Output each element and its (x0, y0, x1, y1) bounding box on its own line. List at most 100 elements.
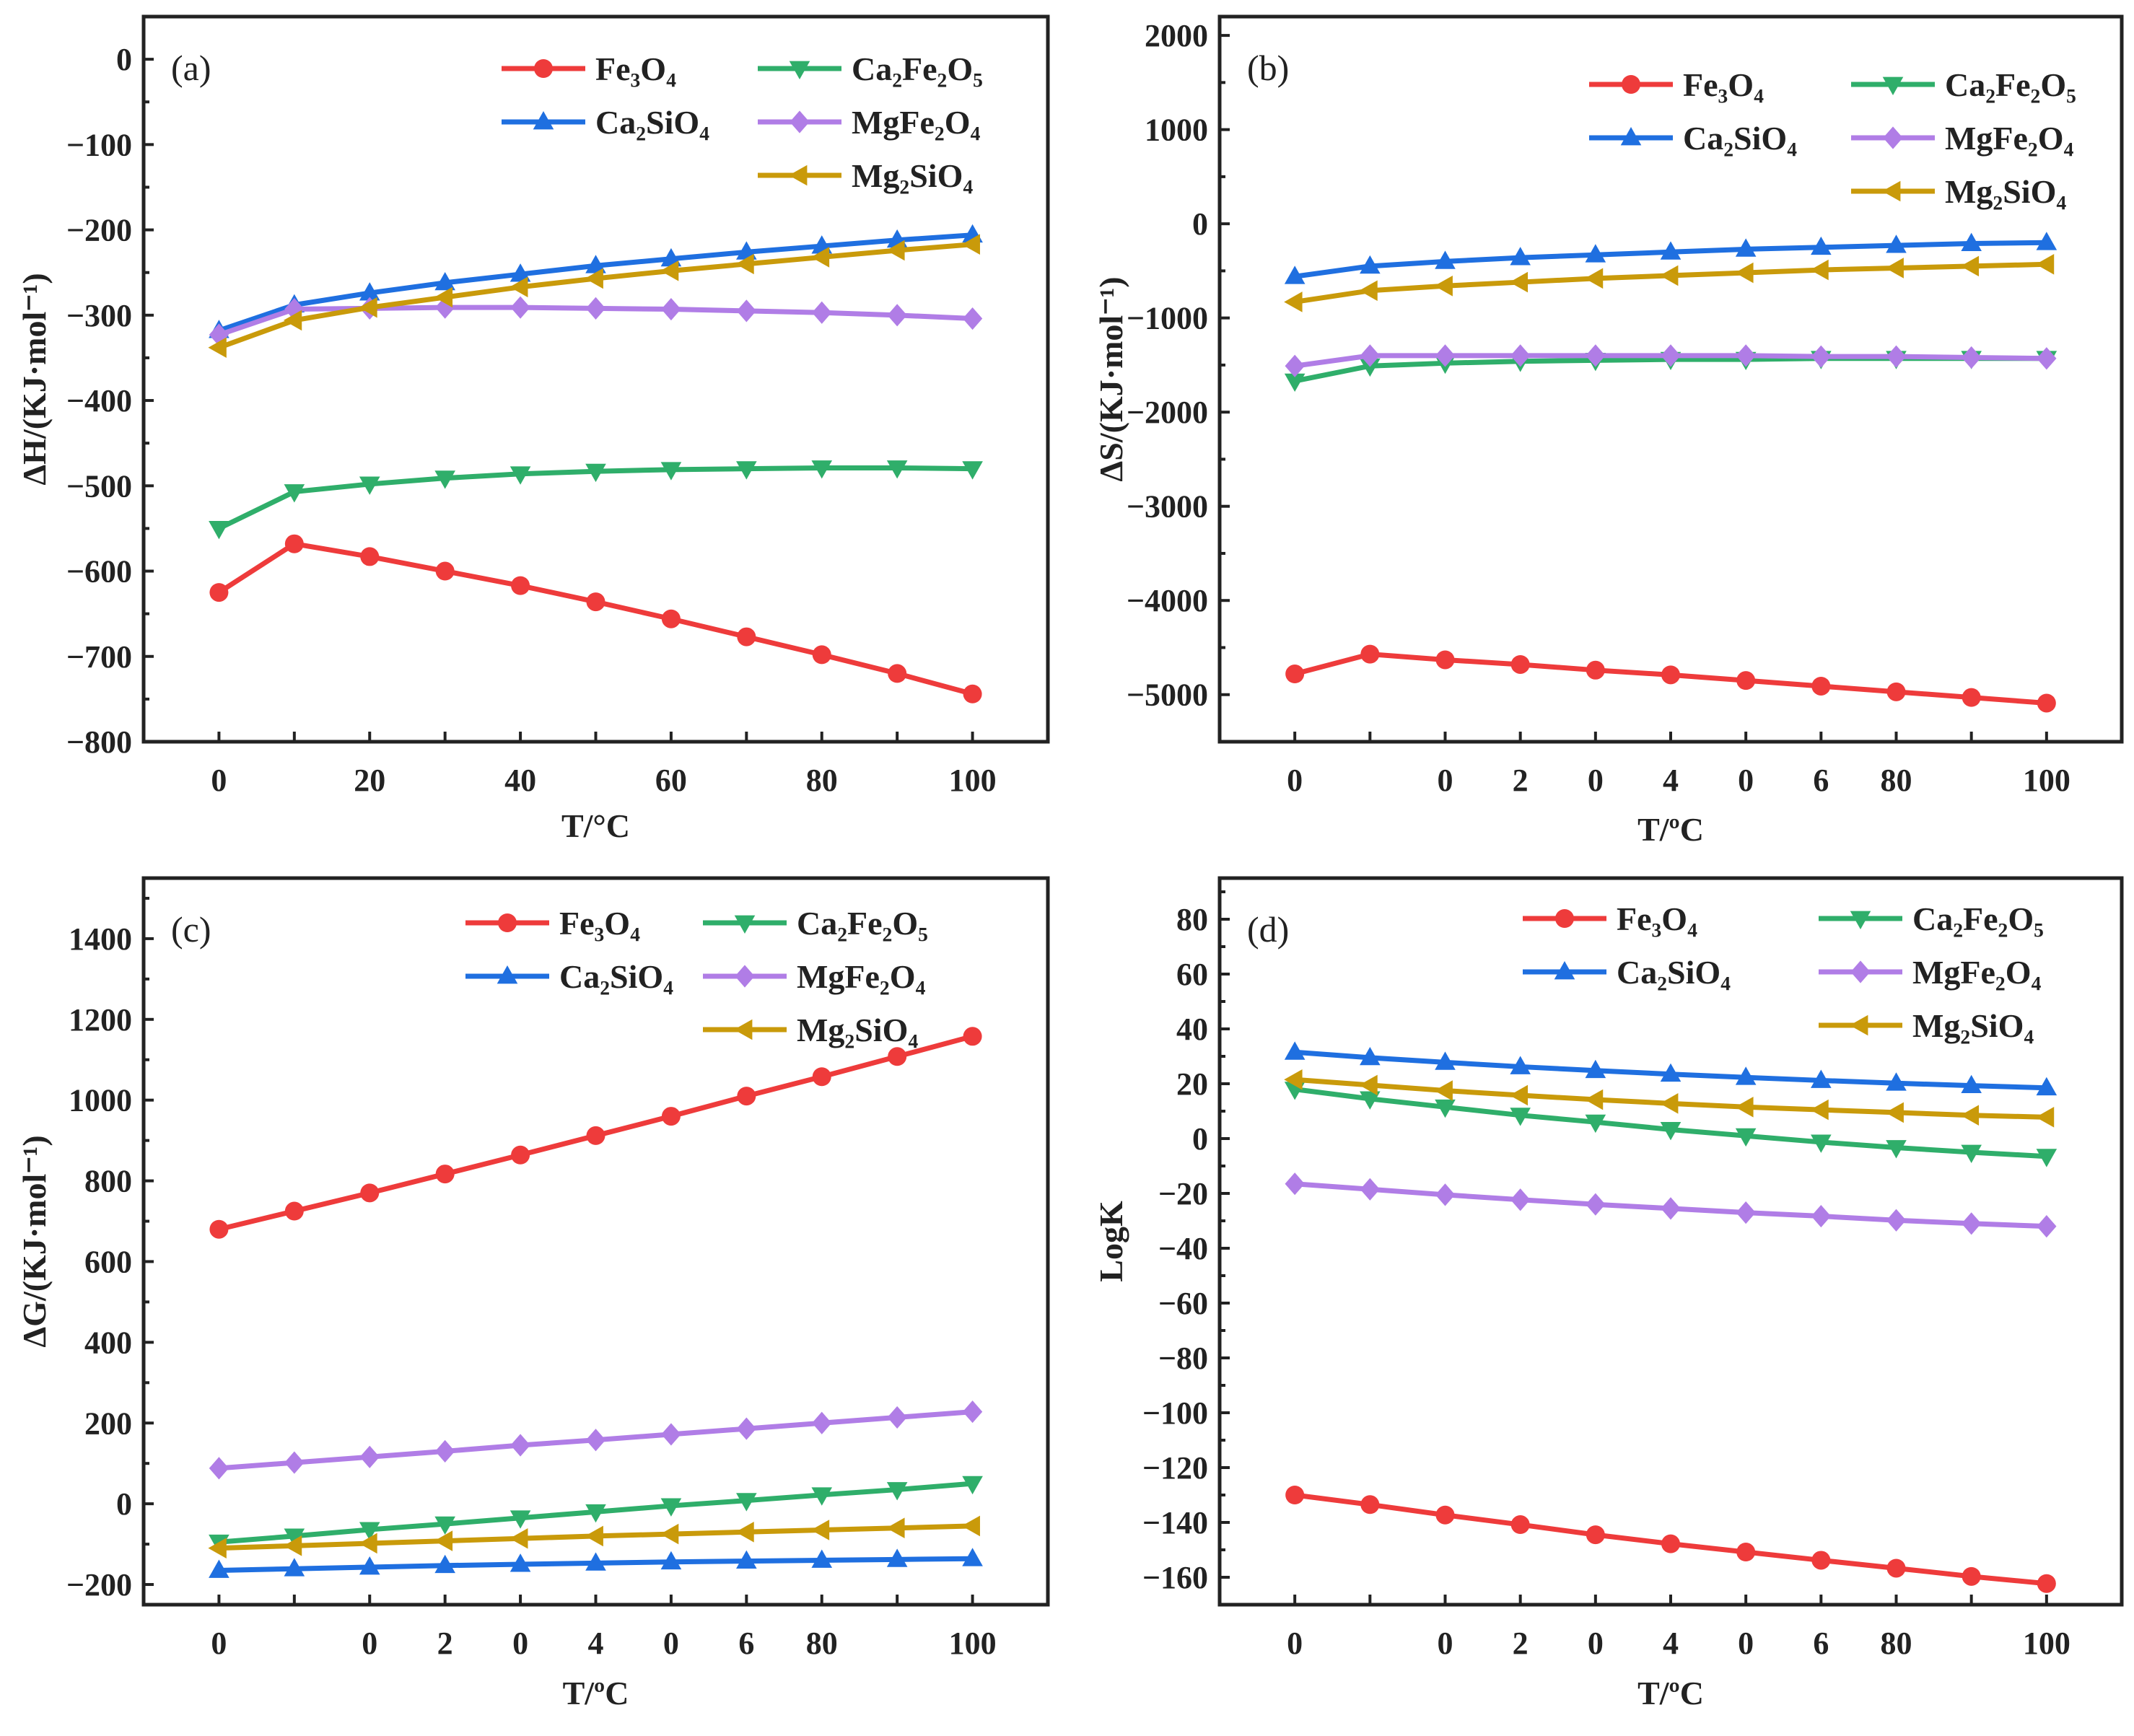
data-point (812, 1067, 831, 1087)
data-point (660, 260, 679, 281)
data-point (359, 1522, 380, 1540)
data-point (284, 1558, 305, 1577)
data-point (1735, 1066, 1757, 1085)
y-axis-title: ΔH/(KJ·mol⁻¹) (16, 273, 53, 485)
legend-label: Ca₂SiO₄ (1683, 120, 1797, 157)
legend-entry: Fe₃O₄ (1523, 900, 1697, 937)
data-point (1735, 1097, 1754, 1118)
data-point (435, 561, 455, 581)
legend-entry: Mg₂SiO₄ (1819, 1007, 2034, 1044)
data-point (209, 521, 229, 540)
y-tick-label: −1000 (1127, 301, 1208, 336)
y-tick-label: −700 (66, 639, 132, 675)
x-tick-label: 0 (1738, 763, 1754, 798)
data-point (1435, 250, 1456, 269)
legend-label: Mg₂SiO₄ (1945, 173, 2066, 210)
panel-c: 1400 1200 1000 800 600 400 200 0 −200 0 0 2 0 4 0 6 80 10… (16, 876, 1050, 1711)
data-point (812, 1411, 832, 1434)
data-point (359, 282, 380, 301)
series-0 (1285, 644, 2056, 713)
legend-entry: Mg₂SiO₄ (703, 1012, 918, 1048)
x-tick-label: 0 (1287, 763, 1303, 798)
data-point (284, 1201, 304, 1221)
y-tick-label: −100 (66, 127, 132, 162)
data-point (736, 241, 757, 260)
data-point (1359, 280, 1378, 302)
data-point (1509, 1084, 1529, 1106)
x-tick-label: 2 (437, 1626, 453, 1661)
x-tick-label: 20 (354, 763, 385, 798)
data-point (586, 592, 605, 612)
data-point (586, 1126, 605, 1145)
data-point (1360, 644, 1380, 664)
legend-marker (789, 61, 810, 79)
y-tick-label: −600 (66, 554, 132, 589)
data-point (510, 1527, 528, 1549)
data-point (1359, 1074, 1378, 1096)
data-point (209, 583, 229, 602)
legend-label: MgFe₂O₄ (852, 104, 981, 141)
data-point (585, 1504, 606, 1523)
data-point (1735, 1128, 1757, 1147)
data-point (1285, 1172, 1305, 1196)
legend-entry: Ca₂SiO₄ (502, 104, 709, 141)
panel-label: (b) (1247, 48, 1289, 88)
data-point (585, 255, 606, 273)
data-point (1285, 665, 1305, 684)
y-tick-label: −40 (1158, 1231, 1208, 1266)
panel-a: 0 −100 −200 −300 −400 −500 −600 −700 −800 0 20 40 60… (16, 14, 1050, 844)
x-axis-title: T/ºC (1637, 811, 1704, 848)
panel-label: (d) (1247, 909, 1289, 950)
x-tick-label: 6 (1813, 1626, 1829, 1661)
data-point (1510, 654, 1530, 674)
data-point (1736, 344, 1756, 367)
series-4 (208, 234, 980, 359)
y-tick-label: −160 (1142, 1560, 1208, 1595)
data-point (1435, 1099, 1456, 1118)
data-point (961, 1515, 980, 1537)
data-point (284, 534, 304, 553)
data-point (1360, 1046, 1381, 1066)
legend-marker (533, 111, 554, 130)
data-point (886, 1482, 908, 1501)
y-tick-label: 600 (84, 1244, 132, 1279)
series-3 (209, 296, 983, 346)
y-tick-label: −4000 (1127, 583, 1208, 618)
data-point (434, 1530, 453, 1551)
data-point (1510, 1056, 1531, 1074)
legend-marker (1882, 180, 1901, 202)
data-point (510, 1434, 530, 1457)
y-tick-label: −20 (1158, 1176, 1208, 1211)
data-point (963, 1027, 982, 1046)
data-point (1435, 650, 1455, 670)
data-point (963, 684, 982, 703)
data-point (811, 1487, 833, 1506)
data-point (736, 461, 757, 480)
data-point (1961, 1144, 1982, 1163)
legend-label: Fe₃O₄ (1617, 900, 1697, 937)
x-tick-label: 0 (1287, 1626, 1303, 1661)
data-point (360, 547, 380, 566)
legend-entry: Fe₃O₄ (465, 905, 640, 942)
data-point (1886, 234, 1907, 253)
x-tick-label: 6 (738, 1626, 754, 1661)
data-point (1736, 1201, 1756, 1224)
data-point (886, 1548, 908, 1567)
data-point (1960, 255, 1980, 277)
x-axis-title: T/ºC (563, 1675, 629, 1711)
legend-entry: MgFe₂O₄ (758, 104, 981, 141)
x-tick-label: 0 (1588, 763, 1604, 798)
data-point (1284, 1041, 1306, 1060)
legend-label: Mg₂SiO₄ (852, 157, 973, 194)
data-point (1961, 232, 1982, 251)
data-point (1510, 1108, 1531, 1126)
y-tick-label: −400 (66, 383, 132, 418)
data-point (1810, 259, 1829, 281)
series-3 (1285, 344, 2057, 377)
series-1 (1284, 1041, 2058, 1096)
legend-entry: Ca₂Fe₂O₅ (758, 51, 983, 87)
series-4 (1284, 1069, 2055, 1128)
legend-label: MgFe₂O₄ (1945, 120, 2074, 157)
data-point (1736, 671, 1756, 691)
x-axis-title: T/ºC (1637, 1675, 1704, 1711)
